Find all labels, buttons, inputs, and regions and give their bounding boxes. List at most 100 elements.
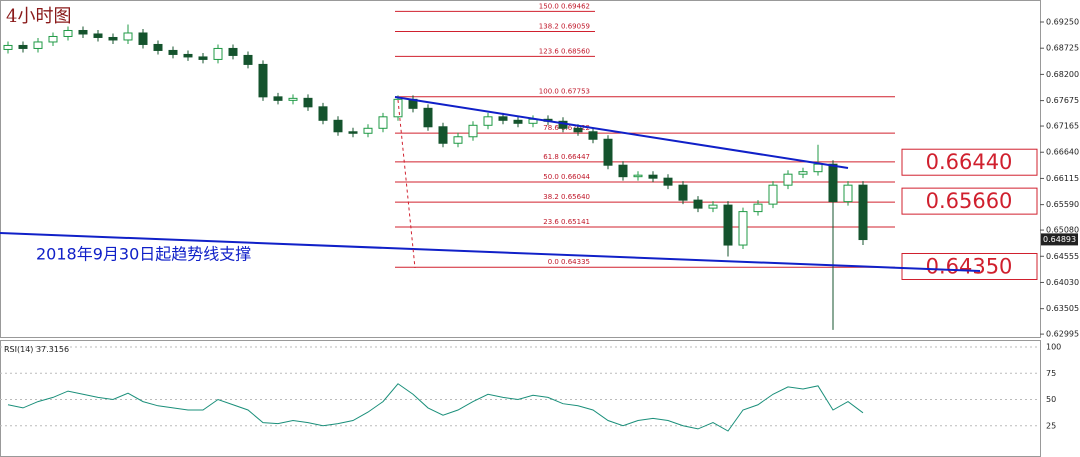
candle-body: [783, 173, 793, 186]
candle-body: [168, 49, 178, 55]
candle-body: [393, 98, 403, 118]
price-label-box: [901, 187, 1038, 215]
current-price-box: [1041, 233, 1078, 246]
rsi-tick-label: 25: [1046, 421, 1056, 430]
candle-body: [333, 119, 343, 133]
y-tick-label: 0.66115: [1046, 174, 1079, 183]
rsi-tick-label: 75: [1046, 369, 1056, 378]
rsi-last: 37.3156: [36, 345, 69, 354]
candle-body: [678, 184, 688, 201]
candle-body: [483, 116, 493, 126]
candle-body: [288, 97, 298, 101]
candle-body: [138, 32, 148, 45]
candle-body: [423, 107, 433, 128]
fib-label: 50.0 0.66044: [543, 173, 590, 181]
y-tick-label: 0.68725: [1046, 44, 1079, 53]
rsi-tick-label: 50: [1046, 395, 1056, 404]
candle-body: [573, 127, 583, 133]
price-label: 0.66440: [901, 148, 1038, 176]
y-tick-label: 0.65080: [1046, 226, 1079, 235]
candle-body: [813, 163, 823, 173]
price-label-text: 0.64350: [926, 254, 1013, 278]
candle-body: [603, 138, 613, 166]
y-tick-label: 0.64030: [1046, 278, 1079, 287]
fib-label: 61.8 0.66447: [543, 153, 590, 161]
candle-body: [693, 199, 703, 209]
rsi-tick-label: 100: [1046, 343, 1061, 352]
y-tick-label: 0.66640: [1046, 148, 1079, 157]
fib-label: 100.0 0.67753: [539, 88, 590, 96]
candle-body: [753, 203, 763, 213]
candle-body: [768, 184, 778, 205]
rsi-name: RSI(14): [4, 345, 33, 354]
candle-body: [78, 29, 88, 35]
candle-body: [273, 96, 283, 101]
upper-trendline: [394, 96, 849, 169]
candle-body: [63, 29, 73, 37]
price-label-text: 0.66440: [926, 150, 1013, 174]
candle-body: [453, 136, 463, 144]
candle-body: [18, 44, 28, 49]
price-label-box: [901, 252, 1038, 280]
candle-body: [438, 126, 448, 144]
candle-body: [123, 32, 133, 41]
price-label-box: [901, 148, 1038, 176]
y-tick-label: 0.64555: [1046, 252, 1079, 261]
fib-label: 38.2 0.65640: [543, 193, 590, 201]
candle-body: [318, 106, 328, 121]
price-label-text: 0.65660: [926, 189, 1013, 213]
y-tick-label: 0.67675: [1046, 96, 1079, 105]
fib-label: 23.6 0.65141: [543, 218, 590, 226]
price-label: 0.65660: [901, 187, 1038, 215]
rsi-label: RSI(14) 37.3156: [4, 345, 69, 354]
candle-body: [183, 53, 193, 58]
y-tick-label: 0.68200: [1046, 70, 1079, 79]
candle-body: [48, 35, 58, 43]
fib-label: 138.2 0.69059: [539, 23, 590, 31]
y-tick-label: 0.69250: [1046, 18, 1079, 27]
candle-body: [498, 116, 508, 121]
y-tick-label: 0.63505: [1046, 304, 1079, 313]
price-panel: [0, 0, 1041, 338]
candle-body: [363, 127, 373, 134]
candle-body: [468, 124, 478, 138]
candle-body: [3, 44, 13, 50]
candle-body: [633, 174, 643, 178]
candle-body: [378, 116, 388, 129]
candle-body: [663, 177, 673, 186]
lower-trendline: [0, 232, 981, 272]
candle-body: [843, 184, 853, 203]
candle-body: [588, 131, 598, 140]
price-label: 0.64350: [901, 252, 1038, 280]
fib-label: 0.0 0.64335: [548, 258, 590, 266]
candle-body: [723, 204, 733, 246]
candle-body: [228, 47, 238, 56]
candle-body: [648, 174, 658, 179]
y-tick-label: 0.62995: [1046, 330, 1079, 339]
y-tick-label: 0.67165: [1046, 122, 1079, 131]
candle-body: [618, 164, 628, 178]
candle-body: [93, 33, 103, 38]
candle-body: [258, 63, 268, 98]
rsi-line: [7, 383, 864, 432]
candle-body: [738, 211, 748, 246]
annotation: 2018年9月30日起趋势线支撑: [36, 245, 251, 264]
candle-body: [33, 41, 43, 49]
candle-body: [243, 54, 253, 65]
candle-body: [513, 119, 523, 124]
current-price-label: 0.64893: [1043, 235, 1076, 244]
candle-body: [858, 184, 868, 241]
candle-body: [198, 56, 208, 60]
candle-body: [798, 171, 808, 175]
candle-body: [303, 97, 313, 108]
fib-label: 123.6 0.68560: [539, 47, 590, 55]
candle-body: [348, 131, 358, 134]
candle-body: [153, 43, 163, 51]
chart-title: 4小时图: [6, 6, 71, 27]
candle-body: [708, 204, 718, 209]
candle-body: [828, 163, 838, 203]
candle-body: [108, 36, 118, 41]
candle-body: [213, 47, 223, 60]
y-tick-label: 0.65590: [1046, 200, 1079, 209]
